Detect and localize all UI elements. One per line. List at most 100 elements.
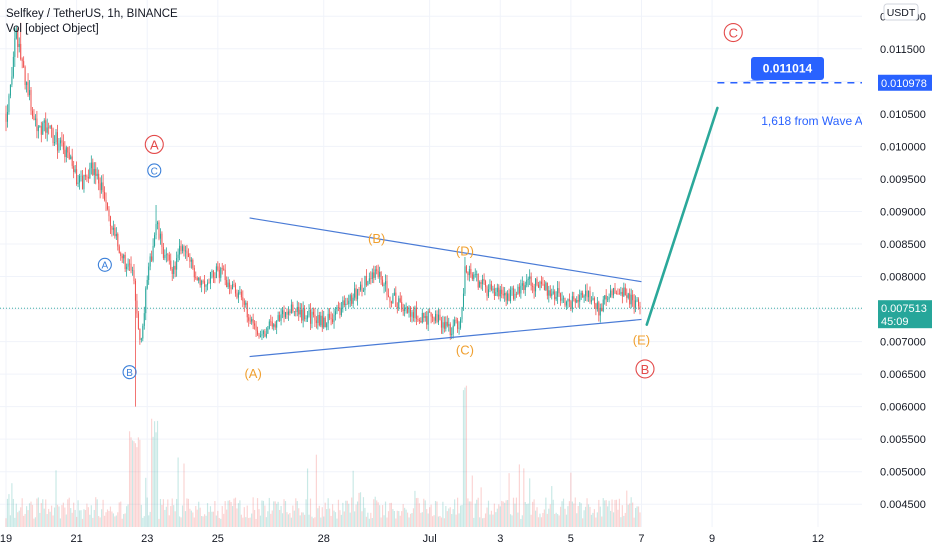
candle-body [15, 29, 17, 39]
volume-bar [534, 510, 537, 527]
volume-bar [143, 516, 145, 527]
wave-label-b: B [126, 368, 133, 379]
volume-bar [186, 498, 188, 527]
candle-body [451, 333, 453, 335]
volume-bar [573, 503, 575, 527]
volume-bar [258, 509, 260, 527]
volume-bar [621, 505, 623, 527]
candle-body [449, 324, 451, 335]
volume-indicator-label: Vol [object Object] [6, 23, 99, 35]
projection-line[interactable] [645, 106, 719, 326]
volume-bar [476, 499, 478, 527]
candle-body [202, 280, 204, 282]
candle-body [487, 289, 490, 297]
triangle-lower-line[interactable] [249, 318, 642, 358]
candle-body [493, 288, 495, 296]
volume-bar [36, 498, 38, 527]
volume-bar [211, 511, 213, 527]
volume-bar [595, 517, 597, 527]
volume-bar [93, 509, 95, 527]
candle-body [29, 90, 31, 96]
volume-bar [405, 509, 407, 527]
candle-body [515, 293, 517, 295]
candle-body [293, 311, 295, 312]
target-callout[interactable] [751, 57, 824, 80]
candle-body [161, 233, 163, 247]
volume-bar [458, 513, 460, 527]
candle-body [36, 118, 38, 132]
candle-body [560, 293, 562, 301]
volume-bar [221, 506, 223, 527]
volume-bar [17, 512, 19, 527]
volume-bar [530, 514, 532, 527]
symbol-title: Selfkey / TetherUS, 1h, BINANCE [6, 8, 178, 20]
volume-bar [151, 418, 153, 527]
volume-bar [92, 517, 94, 527]
candle-body [304, 308, 306, 320]
volume-bar [187, 498, 189, 527]
volume-bar [576, 513, 578, 527]
volume-bar [554, 513, 556, 527]
volume-bar [155, 432, 157, 527]
candle-body [109, 216, 111, 227]
volume-bar [252, 497, 254, 527]
volume-bar [243, 507, 245, 527]
volume-bar [217, 510, 219, 527]
volume-bar [51, 505, 53, 527]
time-axis[interactable] [0, 527, 932, 550]
volume-bar [42, 499, 44, 527]
volume-bar [167, 499, 169, 527]
wave-label-circle [147, 163, 162, 178]
candle-body [127, 263, 129, 267]
candle-body [565, 301, 567, 306]
volume-bar [199, 507, 201, 527]
candle-body [83, 174, 85, 190]
currency-button[interactable] [883, 3, 919, 21]
volume-bar [436, 501, 438, 527]
volume-bar [103, 515, 106, 527]
candle-body [533, 286, 535, 292]
candle-body [376, 269, 378, 271]
candle-body [39, 126, 41, 127]
candle-body [567, 299, 569, 302]
volume-bar [276, 503, 278, 527]
candle-body [152, 245, 154, 261]
volume-bar [214, 501, 216, 527]
candle-body [362, 290, 364, 292]
volume-bar [568, 501, 570, 527]
candle-body [151, 256, 153, 261]
candle-body [426, 316, 428, 325]
volume-bar [230, 501, 232, 527]
volume-bar [459, 505, 462, 527]
volume-bar [226, 509, 228, 527]
candle-body [386, 281, 388, 296]
candle-body [56, 132, 59, 151]
wave-label-d: (D) [456, 243, 474, 258]
candle-body [343, 300, 345, 306]
candle-body [329, 313, 331, 318]
candle-body [579, 295, 581, 302]
price-axis[interactable] [862, 0, 932, 550]
volume-bar [562, 498, 565, 527]
volume-bar [395, 518, 397, 527]
wave-label-b: B [641, 362, 650, 377]
volume-bar [636, 506, 638, 527]
candle-body [40, 126, 42, 135]
volume-bar [532, 501, 534, 527]
volume-bar [486, 507, 488, 527]
candle-body [545, 282, 547, 290]
volume-bar [464, 387, 466, 527]
candle-body [204, 281, 206, 287]
volume-bar [153, 421, 156, 527]
candle-body [489, 284, 491, 290]
volume-bar [508, 473, 510, 527]
candle-body [217, 266, 219, 270]
volume-bar [58, 506, 60, 527]
volume-bar [240, 514, 242, 527]
volume-bar [351, 497, 353, 527]
volume-bar [470, 501, 472, 527]
candle-body [549, 290, 551, 296]
triangle-upper-line[interactable] [249, 217, 642, 283]
